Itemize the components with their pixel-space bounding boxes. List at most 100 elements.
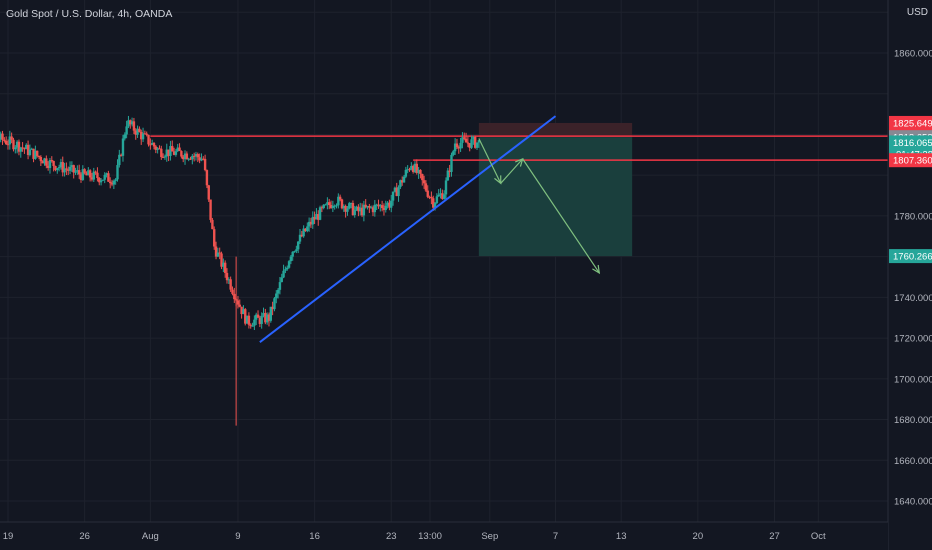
candle-body — [192, 155, 196, 157]
candle — [105, 172, 108, 178]
symbol-title[interactable]: Gold Spot / U.S. Dollar, 4h, OANDA — [6, 8, 173, 20]
candle — [165, 143, 168, 162]
candle-body — [461, 137, 464, 143]
candle-body — [32, 148, 35, 159]
candle — [287, 260, 291, 269]
candle-body — [83, 169, 86, 174]
candle — [300, 230, 304, 238]
candle — [457, 145, 460, 154]
candle-body — [441, 193, 444, 199]
candle — [216, 247, 220, 258]
y-tick-label: 1860.000 — [894, 49, 932, 60]
candle-body — [141, 133, 145, 140]
candle — [251, 322, 254, 327]
candle — [317, 210, 320, 226]
candle-body — [360, 207, 364, 216]
currency-label[interactable]: USD — [906, 7, 928, 18]
candle-body — [468, 143, 471, 148]
candle-body — [287, 261, 291, 268]
candle — [424, 180, 428, 192]
candle — [45, 155, 48, 169]
candle-body — [6, 144, 10, 146]
candle — [192, 152, 196, 162]
candle — [99, 178, 103, 186]
candle — [77, 164, 81, 179]
candle — [286, 265, 289, 271]
candle-body — [231, 289, 234, 294]
candle — [94, 170, 97, 175]
y-tick-label: 1780.000 — [894, 211, 932, 222]
take-profit-zone[interactable] — [478, 137, 633, 257]
candle — [256, 310, 260, 318]
x-tick-label: 27 — [769, 531, 780, 542]
candle — [200, 153, 203, 162]
candle — [470, 135, 473, 149]
horizontal-levels[interactable] — [150, 135, 888, 161]
candle — [375, 203, 378, 210]
candle-body — [411, 165, 415, 172]
candle — [302, 225, 305, 238]
candle-body — [406, 169, 409, 171]
candle-body — [39, 156, 43, 162]
drawings[interactable] — [259, 115, 601, 343]
candle — [238, 299, 241, 308]
y-tick-label: 1660.000 — [894, 456, 932, 467]
candle-body — [470, 139, 473, 148]
candle-body — [355, 206, 358, 210]
time-axis[interactable]: 19 26 Aug 9 16 23 13:00 Sep 7 13 20 27 Oct — [0, 521, 888, 550]
candle — [296, 241, 300, 254]
candle — [134, 128, 137, 140]
candle — [245, 315, 249, 324]
candle-body — [238, 304, 241, 307]
candle — [441, 189, 444, 200]
candle-body — [421, 174, 424, 181]
price-tag[interactable]: 1825.649 — [889, 115, 932, 130]
candle — [463, 132, 466, 141]
candle-body — [368, 206, 371, 208]
trend-line[interactable] — [259, 115, 557, 343]
candle — [152, 142, 156, 150]
projection-arrow-line[interactable] — [478, 138, 502, 184]
price-tag[interactable]: 1760.266 — [889, 249, 932, 264]
candle — [171, 140, 174, 152]
candle — [227, 277, 231, 285]
candle-body — [90, 177, 94, 180]
y-tick-label: 1680.000 — [894, 415, 932, 426]
candle — [203, 154, 207, 172]
candle-body — [342, 205, 345, 209]
candle — [90, 172, 94, 182]
candle — [475, 142, 479, 150]
candle — [194, 151, 198, 161]
candle-body — [3, 139, 6, 141]
candle-body — [202, 158, 205, 160]
candle-body — [145, 133, 148, 135]
candle-body — [8, 136, 12, 145]
candle-body — [415, 163, 418, 173]
candle-body — [371, 207, 375, 213]
candle-body — [304, 228, 307, 232]
price-tag[interactable]: 1807.360 — [889, 153, 932, 168]
candle-body — [65, 168, 68, 170]
candle-body — [291, 251, 294, 257]
candle — [127, 115, 130, 129]
projection-arrow-line[interactable] — [500, 158, 524, 184]
candle-body — [19, 147, 22, 152]
candle — [92, 167, 95, 182]
candle — [342, 204, 345, 212]
candle — [10, 132, 13, 144]
candle — [401, 176, 404, 186]
candle-body — [220, 253, 223, 267]
candle — [149, 138, 152, 150]
candle — [415, 159, 418, 175]
candle-body — [278, 282, 282, 290]
price-axis[interactable]: 1640.000 1660.000 1680.000 1700.000 1720.000… — [887, 0, 932, 550]
candle-body — [227, 279, 231, 281]
candle — [39, 155, 43, 166]
candle-body — [391, 191, 395, 201]
candle-body — [320, 207, 324, 209]
candle — [140, 129, 143, 145]
projection-arrow-line[interactable] — [522, 158, 600, 274]
stop-loss-zone[interactable] — [478, 122, 633, 138]
